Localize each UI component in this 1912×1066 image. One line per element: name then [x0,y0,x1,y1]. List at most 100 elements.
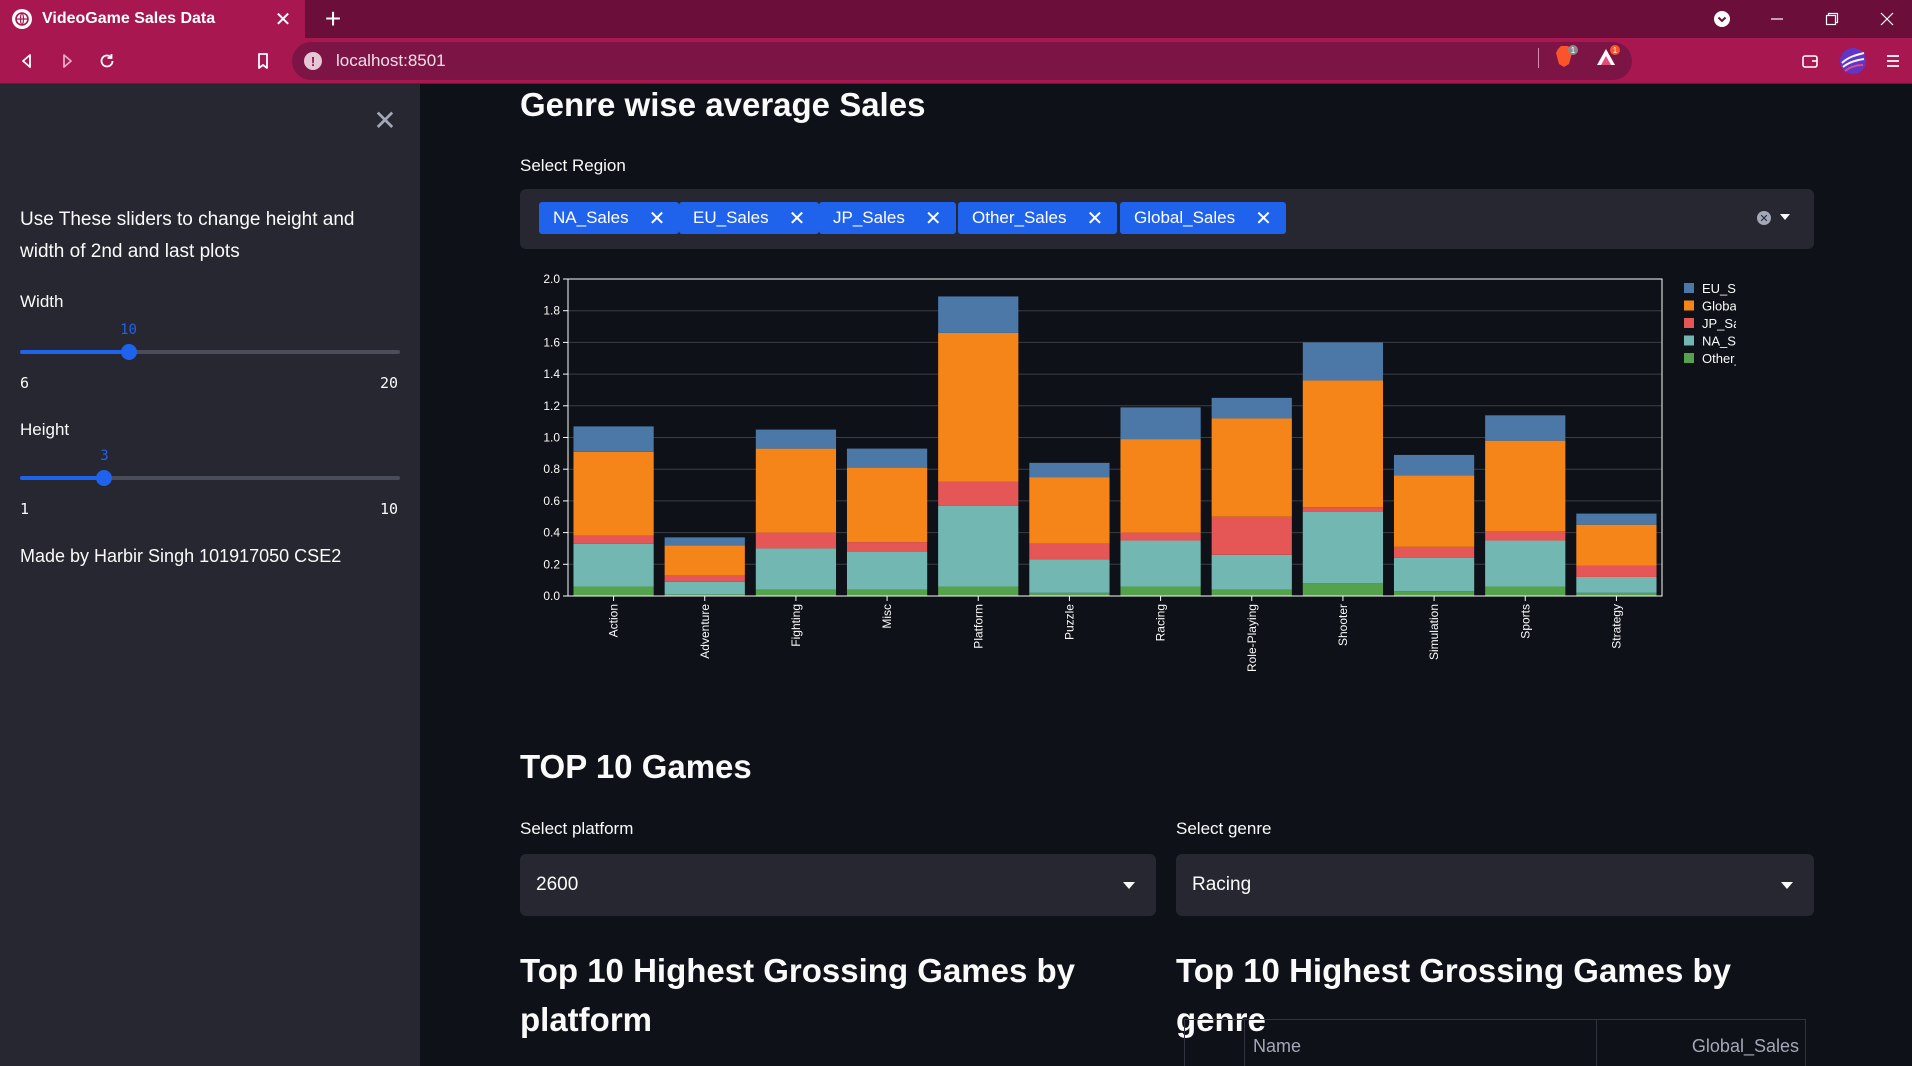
legend-label: Other_Sales [1702,351,1736,366]
main-content: Genre wise average Sales Select Region N… [420,84,1912,1066]
address-divider [1538,48,1539,68]
region-chip[interactable]: JP_Sales ✕ [819,202,956,234]
browser-toolbar: ! localhost:8501 1 1 [0,38,1912,84]
x-tick-label: Racing [1154,604,1168,641]
top10-heading: TOP 10 Games [520,748,752,785]
svg-text:1: 1 [1613,46,1618,55]
height-slider[interactable] [20,470,400,486]
height-slider-value: 3 [100,448,109,464]
region-multiselect[interactable]: NA_Sales ✕ EU_Sales ✕ JP_Sales ✕ Other_Sale… [520,189,1814,249]
back-icon[interactable] [12,46,42,76]
reload-icon[interactable] [92,46,122,76]
sidebar-description: Use These sliders to change height and w… [20,209,355,262]
y-tick-label: 0.8 [543,462,560,476]
bar-segment-eu-sales [573,426,654,452]
width-slider-min: 6 [20,374,30,392]
site-info-icon[interactable]: ! [304,52,322,70]
profile-avatar[interactable] [1838,46,1868,76]
region-chip[interactable]: Global_Sales ✕ [1120,202,1286,234]
platform-table-heading: Top 10 Highest Grossing Games by platfor… [520,952,1076,1038]
chip-label: EU_Sales [693,208,769,227]
y-tick-label: 2.0 [543,272,560,286]
table-header-global-sales[interactable]: Global_Sales [1691,1036,1799,1056]
platform-label: Select platform [520,819,634,838]
region-chip[interactable]: EU_Sales ✕ [679,202,820,234]
bar-segment-eu-sales [846,448,928,468]
chip-remove-icon[interactable]: ✕ [924,207,942,230]
bar-segment-other-sales [1576,592,1657,596]
genre-games-table[interactable]: Name Global_Sales [1184,1019,1806,1066]
bar-segment-jp-sales [1211,516,1292,555]
region-label: Select Region [520,156,626,175]
brave-rewards-icon[interactable]: 1 [1595,44,1621,70]
restore-icon[interactable] [1810,0,1854,38]
genre-select-value: Racing [1192,874,1252,895]
table-header-name[interactable]: Name [1245,1020,1597,1066]
legend-label: EU_Sales [1702,281,1736,296]
forward-icon[interactable] [52,46,82,76]
bar-segment-eu-sales [664,537,745,546]
region-chip[interactable]: NA_Sales ✕ [539,202,680,234]
y-tick-label: 1.8 [543,304,560,318]
new-tab-button[interactable]: + [324,3,342,34]
brave-shield-icon[interactable]: 1 [1553,44,1579,70]
y-tick-label: 1.2 [543,399,560,413]
bookmark-icon[interactable] [248,46,278,76]
bar-segment-global-sales [938,332,1019,482]
chevron-down-icon[interactable] [1780,214,1790,220]
chip-remove-icon[interactable]: ✕ [1086,207,1104,230]
y-tick-label: 0.4 [543,526,560,540]
chip-remove-icon[interactable]: ✕ [648,207,666,230]
width-slider[interactable] [20,344,400,360]
platform-select[interactable]: 2600 [520,854,1156,916]
bar-segment-na-sales [755,548,837,590]
tab-close-icon[interactable]: ✕ [274,8,292,31]
bar-segment-na-sales [664,581,745,595]
legend-swatch [1684,318,1694,328]
window-close-icon[interactable] [1865,0,1909,38]
menu-icon[interactable] [1878,46,1908,76]
bar-segment-eu-sales [1029,462,1110,478]
height-slider-thumb[interactable] [96,470,113,486]
bar-segment-eu-sales [1576,513,1657,525]
width-slider-thumb[interactable] [120,344,137,360]
wallet-icon[interactable] [1795,46,1825,76]
chip-remove-icon[interactable]: ✕ [788,207,806,230]
address-bar[interactable]: ! localhost:8501 [292,42,1632,80]
width-slider-value: 10 [120,322,137,338]
bar-segment-jp-sales [573,535,654,544]
bar-segment-na-sales [846,551,928,590]
bar-segment-eu-sales [938,296,1019,333]
clear-all-icon[interactable]: ✕ [1757,211,1771,225]
bar-segment-eu-sales [1393,454,1475,476]
bar-segment-na-sales [1393,557,1475,592]
x-tick-label: Fighting [789,604,803,647]
genre-heading: Genre wise average Sales [520,86,926,123]
browser-tab[interactable]: VideoGame Sales Data ✕ [0,0,305,38]
chip-remove-icon[interactable]: ✕ [1255,207,1272,230]
bar-segment-other-sales [1393,591,1475,596]
bar-segment-other-sales [1029,592,1110,596]
minimize-icon[interactable] [1755,0,1799,38]
bar-segment-eu-sales [1120,407,1201,440]
chevron-down-icon [1781,882,1793,889]
bar-segment-global-sales [1302,380,1384,508]
bar-segment-jp-sales [755,532,837,549]
close-sidebar-icon[interactable]: ✕ [373,105,397,136]
tab-search-icon[interactable] [1700,0,1744,38]
genre-sales-chart: 0.0 0.2 0.4 0.6 0.8 1.0 1.2 1.4 1.6 1.8 2.0 Action A… [543,272,1736,672]
bar-segment-jp-sales [1576,565,1657,577]
plot-frame [567,278,1663,597]
legend-swatch [1684,283,1694,293]
x-tick-label: Puzzle [1062,604,1076,640]
x-tick-label: Adventure [698,604,712,659]
bar-segment-global-sales [755,448,837,533]
bar-segment-eu-sales [1302,342,1384,381]
region-chip[interactable]: Other_Sales ✕ [958,202,1118,234]
width-slider-fill [20,350,129,354]
bar-segment-global-sales [664,545,745,576]
genre-select[interactable]: Racing [1176,854,1814,916]
bar-segment-other-sales [664,594,745,596]
legend-label: Global_Sales [1702,299,1736,314]
x-tick-label: Shooter [1336,604,1350,646]
